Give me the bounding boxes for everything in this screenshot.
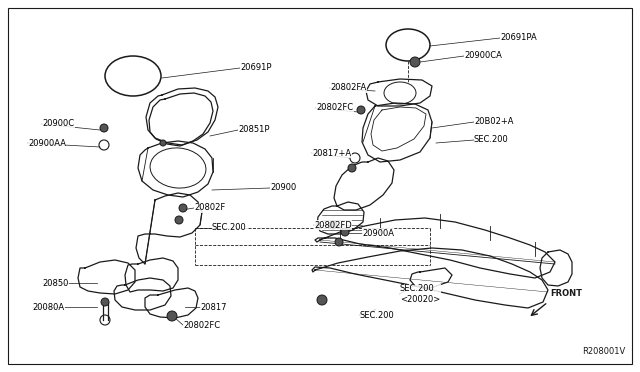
Text: 20900CA: 20900CA [464,51,502,61]
Text: 20851P: 20851P [238,125,269,135]
Circle shape [175,216,183,224]
Circle shape [341,228,349,236]
Text: 20900A: 20900A [362,228,394,237]
Text: SEC.200: SEC.200 [360,311,395,320]
Circle shape [348,164,356,172]
Text: SEC.200: SEC.200 [212,224,247,232]
Text: 20900: 20900 [270,183,296,192]
Circle shape [100,124,108,132]
Text: 20900C: 20900C [42,119,74,128]
Text: SEC.200: SEC.200 [474,135,509,144]
Text: 20802FA: 20802FA [330,83,366,93]
Circle shape [317,295,327,305]
Text: 20802F: 20802F [194,203,225,212]
Circle shape [357,106,365,114]
Text: 20080A: 20080A [32,302,64,311]
Text: SEC.200
<20020>: SEC.200 <20020> [400,284,440,304]
Circle shape [179,204,187,212]
Text: 20B02+A: 20B02+A [474,118,513,126]
Circle shape [410,57,420,67]
Text: 20802FD: 20802FD [314,221,352,230]
Text: 20691PA: 20691PA [500,33,537,42]
Text: 20802FC: 20802FC [316,103,353,112]
Circle shape [167,311,177,321]
Text: 20817+A: 20817+A [312,148,351,157]
Text: 20850: 20850 [42,279,68,288]
Text: 20817: 20817 [200,302,227,311]
Text: FRONT: FRONT [550,289,582,298]
Text: 20900AA: 20900AA [28,138,66,148]
Text: 20691P: 20691P [240,64,271,73]
Circle shape [101,298,109,306]
Text: 20802FC: 20802FC [183,321,220,330]
Circle shape [160,140,166,146]
Circle shape [329,221,337,229]
Text: R208001V: R208001V [582,347,625,356]
Circle shape [335,238,343,246]
